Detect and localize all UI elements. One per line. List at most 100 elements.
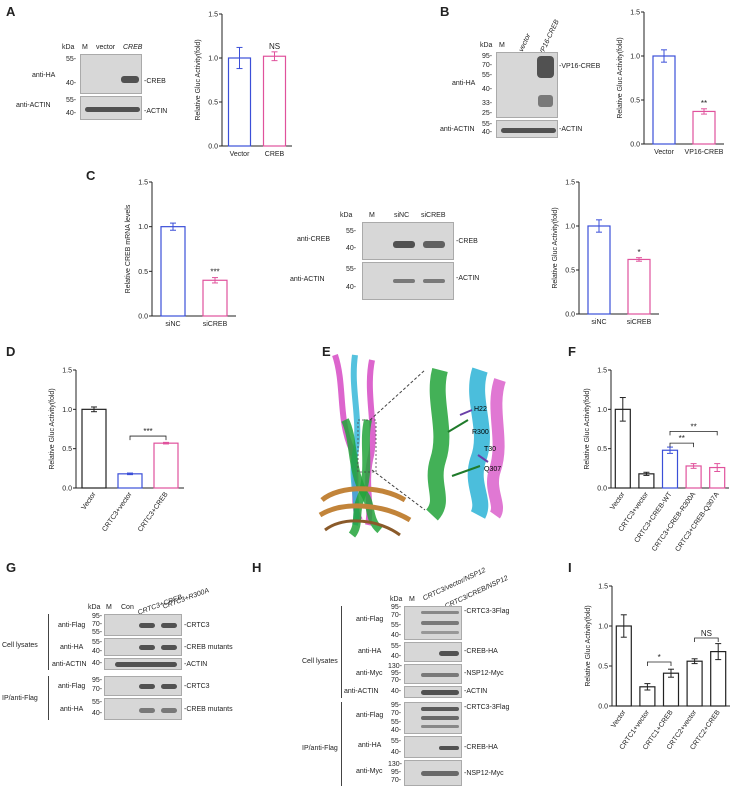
x-tick-label: siNC xyxy=(165,321,180,328)
band xyxy=(139,708,155,713)
band xyxy=(115,662,177,667)
antibody-label: anti-HA xyxy=(452,80,476,87)
panel-letter-h: H xyxy=(252,560,262,575)
bar xyxy=(638,473,655,489)
blot-h-ip-ha xyxy=(404,736,462,758)
bar xyxy=(662,672,680,707)
band xyxy=(139,684,155,689)
marker: 95- xyxy=(482,53,493,60)
band xyxy=(439,746,459,750)
band-label: -ACTIN xyxy=(464,688,488,695)
band xyxy=(421,716,459,720)
significance-label: * xyxy=(637,248,640,257)
y-tick-label: 0.0 xyxy=(138,314,148,321)
marker: 55- xyxy=(391,738,402,745)
panel-letter-g: G xyxy=(6,560,17,575)
marker: 55- xyxy=(482,72,493,79)
marker: 40- xyxy=(482,86,493,93)
y-axis-label: Relative Gluc Activity(fold) xyxy=(552,207,559,288)
blot-ha xyxy=(496,52,558,118)
band-label: -CRTC3 xyxy=(184,622,210,629)
marker: 55- xyxy=(92,699,103,706)
residue-label-h22: H22 xyxy=(474,406,487,413)
band-label: -NSP12-Myc xyxy=(464,670,504,677)
marker: 40- xyxy=(346,245,357,252)
lane-label-vector: vector xyxy=(96,44,116,51)
marker: 95- xyxy=(391,604,402,611)
panel-letter-i: I xyxy=(568,560,572,575)
y-tick-label: 1.0 xyxy=(62,407,72,414)
significance-bracket xyxy=(129,435,167,441)
y-axis-label: Relative Gluc Activity(fold) xyxy=(49,388,56,469)
panel-letter-b: B xyxy=(440,4,450,19)
significance-label: ** xyxy=(679,434,685,443)
blot-h-flag xyxy=(404,606,462,640)
antibody-label: anti-ACTIN xyxy=(344,688,379,695)
y-tick-label: 0.5 xyxy=(630,98,640,105)
group-label-ip: IP/anti-Flag xyxy=(302,745,338,752)
band-label: -CREB mutants xyxy=(184,644,233,651)
y-axis-label: Relative Gluc Activity(fold) xyxy=(195,39,202,120)
y-tick-label: 1.5 xyxy=(62,368,72,375)
y-tick-label: 1.5 xyxy=(138,180,148,187)
y-tick-label: 0.0 xyxy=(597,486,607,493)
band-label: -CREB-HA xyxy=(464,648,498,655)
antibody-label: anti-Flag xyxy=(58,683,86,690)
blot-h-myc xyxy=(404,664,462,684)
band xyxy=(161,684,177,689)
band-label-actin: -ACTIN xyxy=(559,126,583,133)
antibody-label: anti-CREB xyxy=(297,236,331,243)
residue-label-t30: T30 xyxy=(484,446,497,453)
bracket xyxy=(48,614,49,670)
x-tick-label: Vector xyxy=(230,151,251,158)
y-axis-label: Relative Gluc Activity(fold) xyxy=(617,37,624,118)
antibody-label: anti-ACTIN xyxy=(52,661,87,668)
significance-label: ** xyxy=(701,99,707,108)
marker: 40- xyxy=(391,727,402,734)
band xyxy=(421,725,459,728)
y-tick-label: 0.5 xyxy=(62,446,72,453)
y-tick-label: 1.5 xyxy=(597,368,607,375)
bar xyxy=(685,465,702,489)
bar xyxy=(661,449,679,489)
marker-lane-label: M xyxy=(82,44,88,51)
y-tick-label: 0.0 xyxy=(630,142,640,149)
kda-label: kDa xyxy=(62,44,75,51)
marker: 40- xyxy=(391,688,402,695)
antibody-label: anti-HA xyxy=(60,706,84,713)
blot-g-actin xyxy=(104,658,182,670)
marker: 55- xyxy=(391,719,402,726)
x-tick-label: CRTC3+vector xyxy=(101,491,134,534)
band-label: -CREB-HA xyxy=(464,744,498,751)
band-label: -CREB mutants xyxy=(184,706,233,713)
marker: 40- xyxy=(66,110,77,117)
antibody-label: anti-HA xyxy=(32,72,56,79)
residue-label-r300: R300 xyxy=(472,429,489,436)
marker: 55- xyxy=(482,121,493,128)
marker-lane-label: M xyxy=(499,42,505,49)
blot-g-ip-flag xyxy=(104,676,182,696)
x-tick-label: VP16-CREB xyxy=(685,149,724,156)
band-label: -ACTIN xyxy=(184,661,208,668)
marker: 95- xyxy=(391,769,402,776)
marker: 130- xyxy=(388,761,403,768)
x-tick-label: Vector xyxy=(654,149,675,156)
marker: 70- xyxy=(391,710,402,717)
blot-h-actin xyxy=(404,686,462,698)
bar xyxy=(652,55,676,145)
marker: 40- xyxy=(391,653,402,660)
lane-label-creb: CREB xyxy=(123,44,143,51)
marker: 40- xyxy=(482,129,493,136)
marker: 55- xyxy=(66,97,77,104)
marker: 40- xyxy=(92,648,103,655)
band-label-creb: -CREB xyxy=(456,238,478,245)
band xyxy=(421,621,459,625)
bar xyxy=(153,442,179,489)
kda-label: kDa xyxy=(340,212,353,219)
blot-creb xyxy=(362,222,454,260)
blot-actin xyxy=(80,96,142,120)
antibody-label: anti-Myc xyxy=(356,768,383,775)
band-label: -CRTC3-3Flag xyxy=(464,704,510,711)
panel-letter-d: D xyxy=(6,344,16,359)
y-tick-label: 0.0 xyxy=(565,312,575,319)
